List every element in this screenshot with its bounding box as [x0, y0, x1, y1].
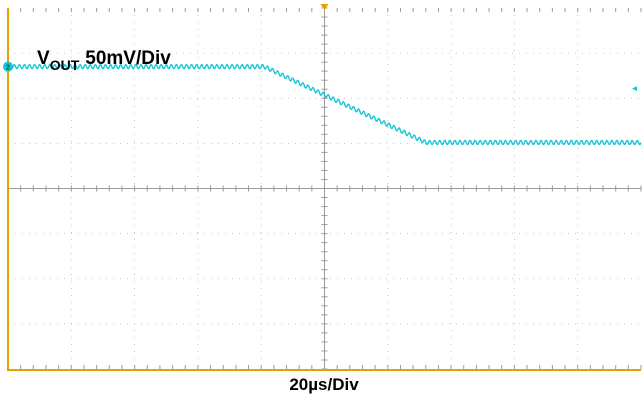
channel-label-sub: OUT: [50, 57, 80, 73]
graticule: [7, 7, 642, 370]
channel-label-scale: 50mV/Div: [85, 48, 171, 69]
reference-arrow-marker: [632, 86, 637, 92]
trace-layer: [7, 63, 642, 146]
trace-vout: [7, 63, 642, 146]
x-axis-label: 20µs/Div: [289, 375, 359, 394]
channel-label-main: V: [37, 48, 50, 69]
channel-2-marker: [3, 61, 13, 72]
marker-layer: 2: [3, 61, 637, 92]
channel-2-marker-text: 2: [6, 65, 10, 72]
trigger-position-marker: [320, 4, 329, 10]
channel-label: VOUT 50mV/Div: [37, 48, 171, 73]
